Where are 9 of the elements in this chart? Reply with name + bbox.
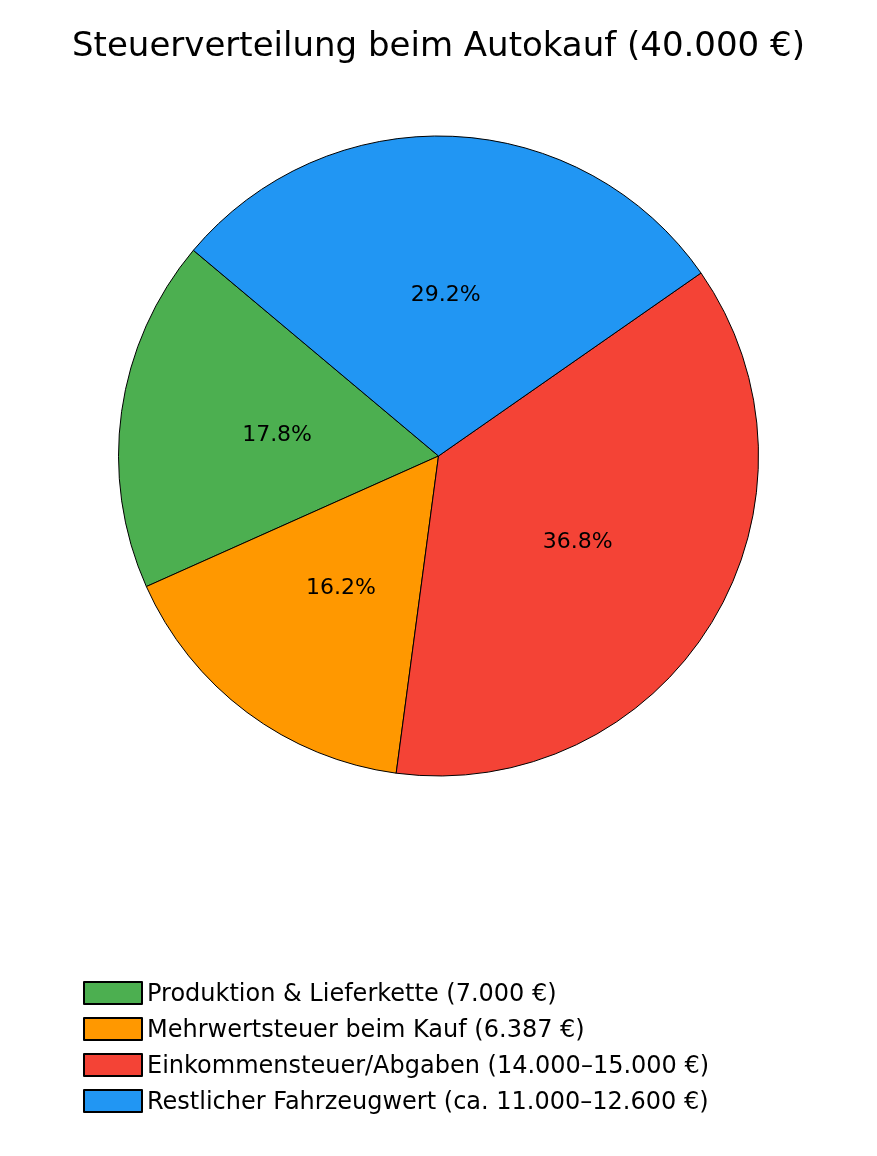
data-label: 16.2% xyxy=(306,574,376,600)
data-label: 29.2% xyxy=(410,280,481,306)
legend-label: Einkommensteuer/Abgaben (14.000–15.000 €) xyxy=(147,1051,710,1079)
chart-title: Steuerverteilung beim Autokauf (40.000 €) xyxy=(72,24,805,64)
data-label: 17.8% xyxy=(242,420,313,446)
legend-label: Produktion & Lieferkette (7.000 €) xyxy=(147,979,557,1007)
legend-label: Mehrwertsteuer beim Kauf (6.387 €) xyxy=(147,1015,585,1043)
legend-label: Restlicher Fahrzeugwert (ca. 11.000–12.600 €) xyxy=(147,1087,709,1115)
data-label: 36.8% xyxy=(542,528,613,554)
